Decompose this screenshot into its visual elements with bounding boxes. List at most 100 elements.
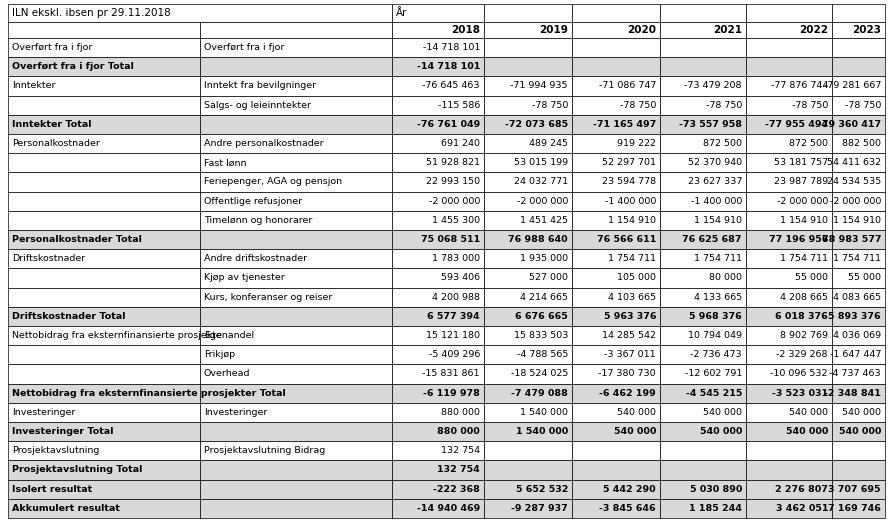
Text: Akkumulert resultat: Akkumulert resultat	[12, 504, 120, 513]
Text: 1 754 711: 1 754 711	[780, 254, 828, 263]
Bar	[484, 249, 572, 268]
Bar	[832, 422, 885, 441]
Bar	[392, 345, 484, 364]
Text: 489 245: 489 245	[529, 139, 568, 148]
Bar	[392, 441, 484, 461]
Text: -78 750: -78 750	[706, 101, 742, 110]
Text: 6 577 394: 6 577 394	[427, 312, 480, 321]
Bar	[746, 345, 832, 364]
Text: 2021: 2021	[713, 25, 742, 35]
Bar	[660, 422, 746, 441]
Text: 3 707 695: 3 707 695	[829, 485, 881, 494]
Bar	[832, 441, 885, 461]
Bar	[484, 230, 572, 249]
Text: 4 200 988: 4 200 988	[432, 293, 480, 302]
Bar	[660, 345, 746, 364]
Bar	[484, 461, 572, 480]
Text: 75 068 511: 75 068 511	[421, 235, 480, 244]
Bar	[832, 211, 885, 230]
Text: 540 000: 540 000	[703, 408, 742, 417]
Text: -76 645 463: -76 645 463	[423, 81, 480, 91]
Bar	[392, 77, 484, 95]
Text: Overhead: Overhead	[204, 369, 251, 378]
Bar	[660, 57, 746, 77]
Text: 4 214 665: 4 214 665	[520, 293, 568, 302]
Text: 540 000: 540 000	[617, 408, 656, 417]
Bar	[392, 115, 484, 134]
Text: Prosjektavslutning: Prosjektavslutning	[12, 446, 99, 455]
Bar	[8, 461, 200, 480]
Text: -71 165 497: -71 165 497	[593, 120, 656, 129]
Bar	[392, 249, 484, 268]
Text: Investeringer Total: Investeringer Total	[12, 427, 113, 436]
Bar	[832, 95, 885, 115]
Bar	[484, 403, 572, 422]
Text: Personalkostnader Total: Personalkostnader Total	[12, 235, 142, 244]
Bar	[572, 364, 660, 383]
Text: 5 442 290: 5 442 290	[603, 485, 656, 494]
Bar	[200, 422, 392, 441]
Bar	[572, 77, 660, 95]
Bar	[660, 192, 746, 211]
Text: -10 096 532: -10 096 532	[771, 369, 828, 378]
Bar	[660, 249, 746, 268]
Text: 1 783 000: 1 783 000	[432, 254, 480, 263]
Text: Fast lønn: Fast lønn	[204, 158, 246, 167]
Text: -78 750: -78 750	[532, 101, 568, 110]
Bar	[200, 192, 392, 211]
Bar	[200, 480, 392, 499]
Bar	[746, 192, 832, 211]
Text: Andre personalkostnader: Andre personalkostnader	[204, 139, 324, 148]
Bar	[660, 499, 746, 518]
Bar	[8, 307, 200, 326]
Bar	[832, 38, 885, 57]
Text: 2022: 2022	[799, 25, 828, 35]
Text: 540 000: 540 000	[789, 408, 828, 417]
Text: Driftskostnader Total: Driftskostnader Total	[12, 312, 126, 321]
Text: 23 987 789: 23 987 789	[774, 178, 828, 187]
Text: Overført fra i fjor: Overført fra i fjor	[12, 43, 93, 52]
Text: 53 015 199: 53 015 199	[514, 158, 568, 167]
Bar	[572, 38, 660, 57]
Bar	[484, 364, 572, 383]
Bar	[8, 153, 200, 172]
Bar	[832, 230, 885, 249]
Bar	[200, 95, 392, 115]
Bar	[200, 441, 392, 461]
Bar	[572, 461, 660, 480]
Bar	[660, 153, 746, 172]
Text: 919 222: 919 222	[617, 139, 656, 148]
Bar	[8, 345, 200, 364]
Bar	[832, 480, 885, 499]
Text: Salgs- og leieinntekter: Salgs- og leieinntekter	[204, 101, 311, 110]
Bar	[572, 172, 660, 192]
Bar	[200, 134, 392, 153]
Bar	[8, 77, 200, 95]
Bar	[572, 95, 660, 115]
Bar	[484, 22, 572, 38]
Text: Isolert resultat: Isolert resultat	[12, 485, 92, 494]
Text: 540 000: 540 000	[699, 427, 742, 436]
Bar	[484, 211, 572, 230]
Text: 1 185 244: 1 185 244	[690, 504, 742, 513]
Text: Inntekter Total: Inntekter Total	[12, 120, 92, 129]
Text: -6 119 978: -6 119 978	[423, 389, 480, 398]
Text: 1 935 000: 1 935 000	[520, 254, 568, 263]
Bar	[200, 288, 392, 307]
Text: -2 000 000: -2 000 000	[516, 197, 568, 206]
Bar	[746, 288, 832, 307]
Text: 1 154 910: 1 154 910	[694, 216, 742, 225]
Text: -222 368: -222 368	[434, 485, 480, 494]
Bar	[8, 480, 200, 499]
Bar	[572, 307, 660, 326]
Text: -2 736 473: -2 736 473	[690, 350, 742, 359]
Bar	[832, 345, 885, 364]
Bar	[8, 422, 200, 441]
Bar	[200, 230, 392, 249]
Bar	[572, 134, 660, 153]
Bar	[8, 230, 200, 249]
Bar	[200, 172, 392, 192]
Bar	[484, 38, 572, 57]
Bar	[200, 211, 392, 230]
Text: 5 968 376: 5 968 376	[690, 312, 742, 321]
